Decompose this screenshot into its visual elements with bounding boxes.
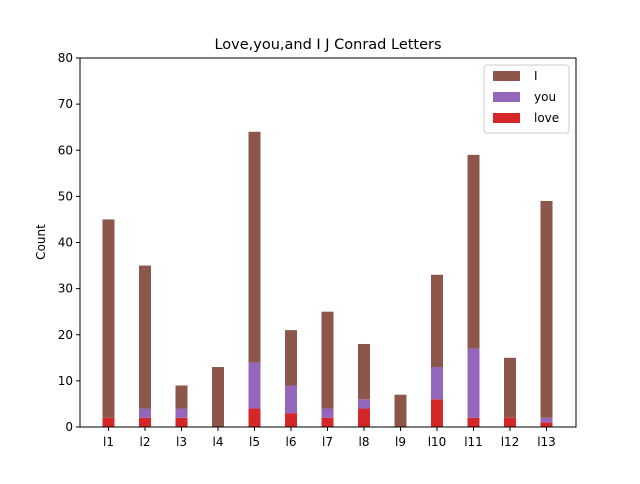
x-tick-label: l2 xyxy=(140,435,151,449)
bar-i-l4 xyxy=(212,367,224,427)
x-tick-label: l4 xyxy=(213,435,224,449)
bar-i-l2 xyxy=(139,265,151,409)
legend-swatch-you xyxy=(493,92,520,102)
bar-love-l10 xyxy=(431,399,443,427)
bar-i-l5 xyxy=(248,131,261,363)
bar-you-l7 xyxy=(321,408,334,418)
x-tick-label: l11 xyxy=(464,435,483,449)
legend-label-you: you xyxy=(534,90,556,104)
bar-i-l3 xyxy=(175,385,188,409)
bar-love-l6 xyxy=(285,413,297,427)
bar-love-l7 xyxy=(321,417,334,427)
bar-you-l6 xyxy=(285,385,297,414)
x-tick-label: l13 xyxy=(537,435,556,449)
bar-you-l3 xyxy=(175,408,188,418)
y-tick-label: 60 xyxy=(58,143,73,157)
chart-title: Love,you,and I J Conrad Letters xyxy=(214,37,441,53)
y-tick-label: 50 xyxy=(58,189,73,203)
x-tick-label: l7 xyxy=(322,435,333,449)
bar-love-l3 xyxy=(175,417,188,427)
bar-i-l6 xyxy=(285,330,297,386)
x-tick-label: l9 xyxy=(395,435,406,449)
bar-i-l10 xyxy=(431,274,443,368)
x-tick-label: l3 xyxy=(176,435,187,449)
y-tick-label: 10 xyxy=(58,374,73,388)
bar-i-l11 xyxy=(467,154,480,349)
y-tick-label: 0 xyxy=(65,420,73,434)
legend-label-i: I xyxy=(534,69,538,83)
bar-love-l2 xyxy=(139,417,151,427)
y-tick-label: 30 xyxy=(58,282,73,296)
bar-love-l12 xyxy=(504,417,516,427)
legend-swatch-i xyxy=(493,71,520,81)
legend-label-love: love xyxy=(534,111,559,125)
bar-you-l10 xyxy=(431,367,443,400)
bar-love-l5 xyxy=(248,408,261,427)
bar-love-l1 xyxy=(102,417,115,427)
bar-i-l1 xyxy=(102,219,115,418)
y-tick-label: 40 xyxy=(58,236,73,250)
axes-layer: 0 10 20 30 40 50 60 70 80 l1 l2 l3 l4 l5 l6 l7 l8 l9 l10 l1… xyxy=(58,51,577,449)
legend-swatch-love xyxy=(493,113,520,123)
x-tick-label: l8 xyxy=(359,435,370,449)
x-tick-label: l6 xyxy=(286,435,297,449)
bar-i-l8 xyxy=(358,343,370,400)
bar-you-l11 xyxy=(467,348,480,418)
bar-you-l8 xyxy=(358,399,370,409)
bar-i-l13 xyxy=(540,200,553,418)
bars-layer xyxy=(102,131,553,427)
bar-love-l13 xyxy=(540,422,553,427)
bar-love-l11 xyxy=(467,417,480,427)
x-tick-label: l10 xyxy=(428,435,447,449)
y-axis-label: Count xyxy=(34,224,48,260)
y-tick-label: 80 xyxy=(58,51,73,65)
bar-i-l12 xyxy=(504,357,516,418)
bar-i-l9 xyxy=(394,394,407,427)
x-tick-label: l1 xyxy=(103,435,114,449)
bar-i-l7 xyxy=(321,311,334,409)
y-tick-label: 20 xyxy=(58,328,73,342)
bar-you-l2 xyxy=(139,408,151,418)
x-tick-label: l5 xyxy=(249,435,260,449)
y-tick-label: 70 xyxy=(58,97,73,111)
bar-you-l5 xyxy=(248,362,261,409)
bar-you-l13 xyxy=(540,417,553,423)
bar-love-l8 xyxy=(358,408,370,427)
x-tick-label: l12 xyxy=(501,435,520,449)
